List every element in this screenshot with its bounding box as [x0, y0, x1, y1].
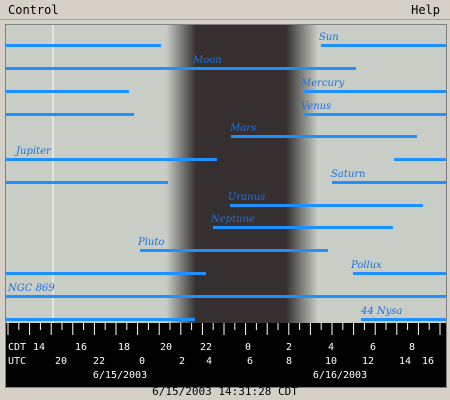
object-label-saturn: Saturn [331, 169, 366, 180]
object-label-sun: Sun [319, 32, 339, 43]
visibility-bar-jupiter-1 [6, 158, 217, 161]
visibility-bar-neptune [213, 226, 393, 229]
object-label-ngc-869: NGC 869 [7, 283, 55, 294]
cdt-axis-label: CDT [8, 342, 26, 353]
utc-tick-label: 12 [362, 356, 374, 367]
utc-tick-label: 6 [247, 356, 253, 367]
visibility-bar-pluto [140, 249, 328, 252]
date-label: 6/16/2003 [313, 370, 367, 381]
night-band [196, 25, 286, 323]
control-menu[interactable]: Control [8, 3, 59, 17]
object-label-moon: Moon [192, 55, 222, 66]
visibility-bar-44-nysa-1 [6, 318, 195, 321]
utc-tick-label: 8 [286, 356, 292, 367]
visibility-bar-jupiter-2 [394, 158, 446, 161]
object-label-mercury: Mercury [300, 78, 345, 89]
visibility-bar-pollux-2 [353, 272, 446, 275]
cdt-tick-label: 0 [245, 342, 251, 353]
cdt-tick-label: 4 [328, 342, 334, 353]
visibility-bar-sun-1 [6, 44, 161, 47]
utc-tick-label: 16 [422, 356, 434, 367]
visibility-chart: Sun Moon Mercury Venus Mars Jupiter Saturn Uran… [6, 25, 446, 387]
visibility-bar-saturn-2 [332, 181, 446, 184]
help-menu[interactable]: Help [411, 3, 440, 17]
cdt-tick-label: 22 [200, 342, 212, 353]
visibility-bar-mercury-2 [304, 90, 446, 93]
utc-tick-label: 22 [93, 356, 105, 367]
utc-tick-label: 10 [325, 356, 337, 367]
cdt-tick-label: 8 [409, 342, 415, 353]
visibility-bar-mercury-1 [6, 90, 129, 93]
status-bar: 6/15/2003 14:31:28 CDT [0, 384, 450, 400]
visibility-bar-ngc-869 [6, 295, 446, 298]
utc-tick-label: 14 [399, 356, 411, 367]
visibility-bar-pollux-1 [6, 272, 206, 275]
current-time-text: 6/15/2003 14:31:28 CDT [152, 385, 298, 398]
utc-tick-label: 0 [139, 356, 145, 367]
utc-tick-label: 4 [206, 356, 212, 367]
cdt-tick-label: 2 [286, 342, 292, 353]
object-label-uranus: Uranus [228, 192, 265, 203]
utc-tick-label: 20 [55, 356, 67, 367]
cdt-tick-label: 14 [33, 342, 45, 353]
visibility-bar-venus-1 [6, 113, 134, 116]
utc-axis-label: UTC [8, 356, 26, 367]
cdt-tick-label: 6 [370, 342, 376, 353]
visibility-bar-saturn-1 [6, 181, 168, 184]
object-label-venus: Venus [301, 101, 331, 112]
cdt-tick-label: 20 [160, 342, 172, 353]
object-label-pluto: Pluto [137, 237, 164, 248]
date-label: 6/15/2003 [93, 370, 147, 381]
visibility-bar-uranus [230, 204, 423, 207]
visibility-chart-frame: Sun Moon Mercury Venus Mars Jupiter Saturn Uran… [5, 24, 447, 388]
cdt-tick-label: 18 [118, 342, 130, 353]
object-label-mars: Mars [229, 123, 256, 134]
cdt-tick-label: 16 [75, 342, 87, 353]
visibility-bar-sun-2 [321, 44, 446, 47]
utc-tick-label: 2 [179, 356, 185, 367]
object-label-jupiter: Jupiter [14, 146, 52, 157]
object-label-44-nysa: 44 Nysa [360, 306, 402, 317]
visibility-bar-venus-2 [304, 113, 446, 116]
menubar: Control Help [0, 0, 450, 20]
visibility-bar-mars [231, 135, 417, 138]
visibility-bar-moon [6, 67, 356, 70]
morning-twilight-band [286, 25, 318, 323]
time-axis [6, 323, 446, 387]
object-label-pollux: Pollux [350, 260, 382, 271]
object-label-neptune: Neptune [210, 214, 255, 225]
visibility-bar-44-nysa-2 [361, 318, 446, 321]
